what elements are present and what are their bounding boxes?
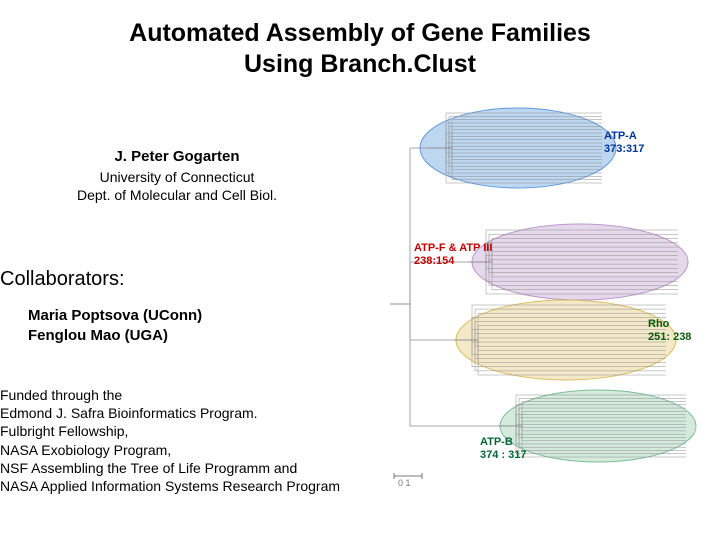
author-name: J. Peter Gogarten bbox=[42, 148, 312, 165]
funding-line: Fulbright Fellowship, bbox=[0, 422, 340, 440]
slide-title: Automated Assembly of Gene Families Usin… bbox=[0, 0, 720, 81]
funding-line: NASA Exobiology Program, bbox=[0, 441, 340, 459]
collaborators-heading: Collaborators: bbox=[0, 268, 125, 291]
author-affiliation: University of Connecticut Dept. of Molec… bbox=[42, 169, 312, 204]
title-line-1: Automated Assembly of Gene Families bbox=[129, 19, 591, 47]
cluster-label: Rho251: 238 bbox=[648, 318, 691, 343]
author-block: J. Peter Gogarten University of Connecti… bbox=[42, 148, 312, 204]
collaborators-list: Maria Poptsova (UConn) Fenglou Mao (UGA) bbox=[28, 306, 202, 347]
funding-line: Funded through the bbox=[0, 386, 340, 404]
cluster-label: ATP-F & ATP III238:154 bbox=[414, 242, 492, 267]
collaborator: Fenglou Mao (UGA) bbox=[28, 326, 202, 346]
title-line-2: Using Branch.Clust bbox=[244, 50, 476, 78]
phylo-tree-svg bbox=[378, 104, 710, 496]
funding-line: NASA Applied Information Systems Researc… bbox=[0, 477, 340, 495]
scale-label: 0 1 bbox=[398, 478, 411, 488]
funding-block: Funded through the Edmond J. Safra Bioin… bbox=[0, 386, 340, 495]
cluster-label: ATP-B374 : 317 bbox=[480, 436, 526, 461]
funding-line: Edmond J. Safra Bioinformatics Program. bbox=[0, 404, 340, 422]
cluster-label: ATP-A373:317 bbox=[604, 130, 644, 155]
collaborator: Maria Poptsova (UConn) bbox=[28, 306, 202, 326]
phylo-tree-figure: ATP-A373:317 ATP-F & ATP III238:154 Rho251… bbox=[378, 104, 710, 496]
funding-line: NSF Assembling the Tree of Life Programm… bbox=[0, 459, 340, 477]
